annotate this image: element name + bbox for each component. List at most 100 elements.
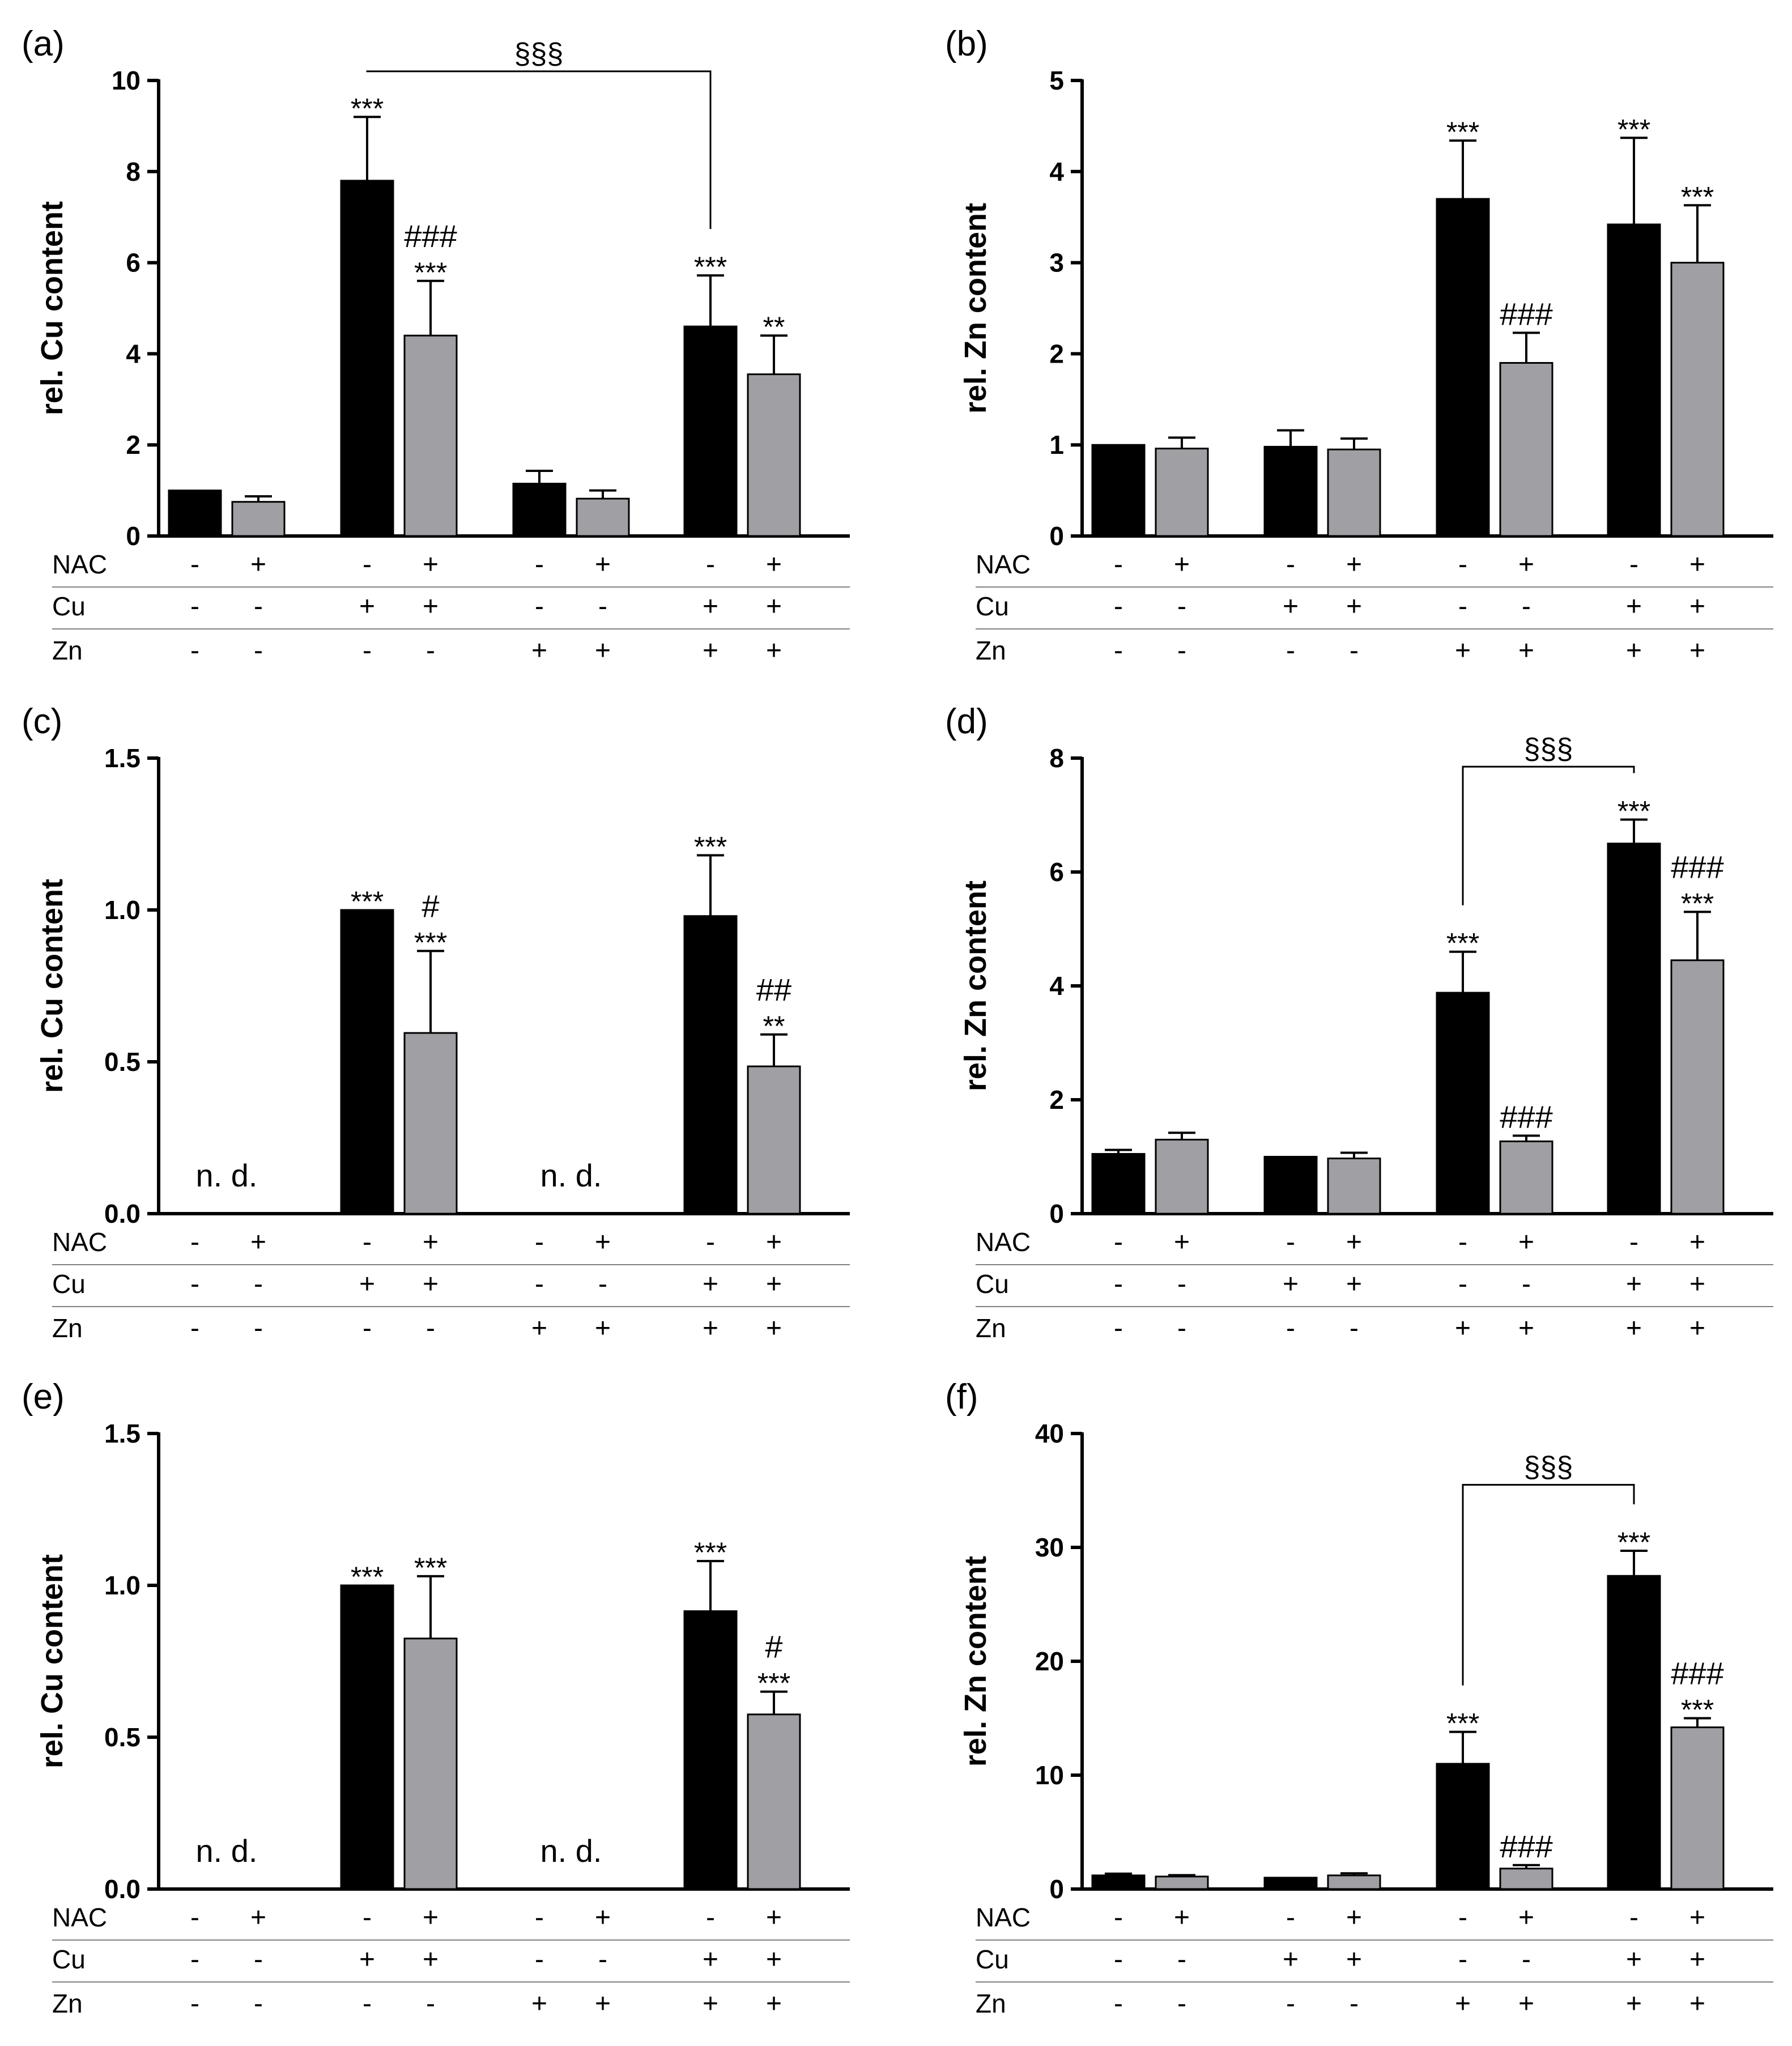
treatment-sign: -: [535, 1945, 544, 1975]
treatment-sign: +: [1455, 1989, 1471, 2019]
treatment-sign: -: [1286, 1227, 1295, 1257]
treatment-sign: -: [1629, 550, 1638, 580]
significance-label: ***: [757, 1668, 790, 1699]
panel-label: (b): [945, 24, 988, 63]
treatment-sign: +: [703, 1269, 718, 1299]
treatment-sign: +: [766, 1989, 782, 2019]
y-tick-label: 8: [1049, 743, 1064, 773]
significance-label: ###: [404, 218, 457, 254]
treatment-sign: -: [1177, 1989, 1186, 2019]
treatment-sign: +: [1689, 636, 1705, 666]
significance-label: **: [763, 311, 785, 343]
y-tick-label: 4: [126, 339, 141, 368]
bar-grey: [1327, 448, 1381, 537]
bar-black: [1091, 1152, 1146, 1215]
row-label-nac: NAC: [52, 1227, 107, 1257]
treatment-sign: +: [1518, 1227, 1534, 1257]
treatment-sign: -: [190, 1945, 199, 1975]
treatment-sign: +: [1174, 1227, 1190, 1257]
y-axis-label: rel. Zn content: [959, 880, 993, 1091]
treatment-sign: -: [1522, 1945, 1531, 1975]
y-axis-label: rel. Cu content: [35, 201, 69, 415]
bar-black: [683, 325, 738, 537]
treatment-sign: -: [1177, 1313, 1186, 1343]
treatment-sign: +: [423, 592, 439, 622]
treatment-sign: -: [426, 636, 435, 666]
treatment-sign: -: [1458, 1227, 1467, 1257]
row-label-zn: Zn: [52, 636, 83, 665]
significance-label: ###: [1671, 849, 1723, 884]
treatment-sign: +: [359, 1945, 375, 1975]
bracket-label: §§§: [1524, 733, 1573, 765]
row-label-cu: Cu: [976, 592, 1009, 621]
y-tick-label: 4: [1049, 157, 1064, 186]
significance-label: ###: [1500, 1099, 1552, 1134]
y-tick-label: 40: [1035, 1419, 1064, 1448]
treatment-sign: -: [598, 1945, 607, 1975]
panel-d: (d)rel. Zn content02468***###******###§§…: [945, 702, 1773, 1343]
bar-black: [340, 1584, 394, 1890]
treatment-sign: -: [1629, 1903, 1638, 1933]
comparison-bracket: [366, 70, 712, 229]
y-tick-label: 2: [1049, 339, 1064, 368]
treatment-sign: -: [363, 1313, 372, 1343]
treatment-sign: -: [1114, 1989, 1123, 2019]
row-label-nac: NAC: [976, 1227, 1031, 1257]
treatment-sign: +: [1174, 1903, 1190, 1933]
significance-label: ###: [1500, 296, 1552, 331]
panel-label: (d): [945, 702, 988, 741]
treatment-sign: -: [426, 1313, 435, 1343]
bar-grey: [1670, 959, 1725, 1215]
significance-label: ###: [1671, 1656, 1723, 1691]
row-label-zn: Zn: [52, 1989, 83, 2018]
significance-label: ***: [414, 257, 447, 288]
bar-black: [1263, 1877, 1318, 1890]
significance-label: ***: [351, 92, 384, 124]
significance-label: ***: [694, 251, 727, 283]
treatment-sign: +: [1518, 1989, 1534, 2019]
significance-label: ***: [1618, 796, 1650, 827]
treatment-sign: +: [423, 1903, 439, 1933]
treatment-sign: -: [254, 1269, 263, 1299]
bar-grey: [403, 334, 458, 537]
y-tick-label: 6: [126, 248, 141, 278]
treatment-sign: +: [766, 1313, 782, 1343]
not-detected-label: n. d.: [196, 1833, 258, 1869]
panel-label: (e): [22, 1377, 65, 1417]
y-tick-label: 5: [1049, 66, 1064, 95]
treatment-sign: +: [531, 636, 547, 666]
treatment-sign: -: [706, 1227, 715, 1257]
row-label-cu: Cu: [976, 1269, 1009, 1299]
treatment-sign: +: [1346, 550, 1362, 580]
bar-black: [1263, 445, 1318, 537]
row-label-cu: Cu: [976, 1945, 1009, 1974]
treatment-sign: +: [1518, 1313, 1534, 1343]
treatment-sign: -: [535, 1903, 544, 1933]
significance-label: ***: [351, 886, 384, 917]
bar-grey: [576, 497, 630, 537]
bar-grey: [747, 1065, 801, 1215]
bar-black: [340, 180, 394, 537]
significance-label: ***: [1618, 1526, 1650, 1558]
treatment-sign: +: [1689, 1903, 1705, 1933]
y-tick-label: 0.0: [104, 1199, 141, 1228]
treatment-sign: -: [363, 1903, 372, 1933]
treatment-sign: -: [535, 1227, 544, 1257]
bar-grey: [231, 501, 286, 537]
treatment-sign: -: [363, 550, 372, 580]
not-detected-label: n. d.: [540, 1833, 602, 1869]
treatment-sign: +: [595, 1989, 611, 2019]
treatment-sign: +: [1346, 592, 1362, 622]
panel-label: (a): [22, 24, 65, 63]
bar-black: [1607, 223, 1661, 537]
y-tick-label: 2: [1049, 1085, 1064, 1115]
treatment-sign: +: [1689, 1313, 1705, 1343]
y-tick-label: 8: [126, 157, 141, 186]
row-label-zn: Zn: [976, 1313, 1006, 1343]
bar-grey: [1499, 1868, 1553, 1890]
significance-label: #: [765, 1629, 782, 1665]
treatment-sign: -: [1114, 550, 1123, 580]
treatment-sign: +: [250, 1903, 266, 1933]
